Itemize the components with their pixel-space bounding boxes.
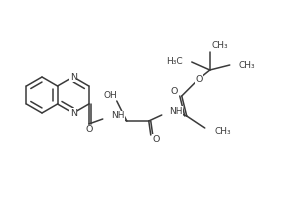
Text: CH₃: CH₃: [215, 126, 232, 135]
Text: CH₃: CH₃: [212, 42, 228, 50]
Text: NH: NH: [111, 112, 124, 121]
Text: O: O: [152, 134, 159, 143]
Text: N: N: [70, 72, 77, 81]
Text: CH₃: CH₃: [239, 60, 255, 70]
Text: O: O: [85, 125, 92, 134]
Text: H₃C: H₃C: [166, 56, 183, 66]
Text: O: O: [195, 75, 202, 84]
Text: NH: NH: [169, 106, 182, 116]
Text: O: O: [170, 88, 177, 97]
Text: N: N: [70, 109, 77, 118]
Text: OH: OH: [103, 91, 117, 100]
